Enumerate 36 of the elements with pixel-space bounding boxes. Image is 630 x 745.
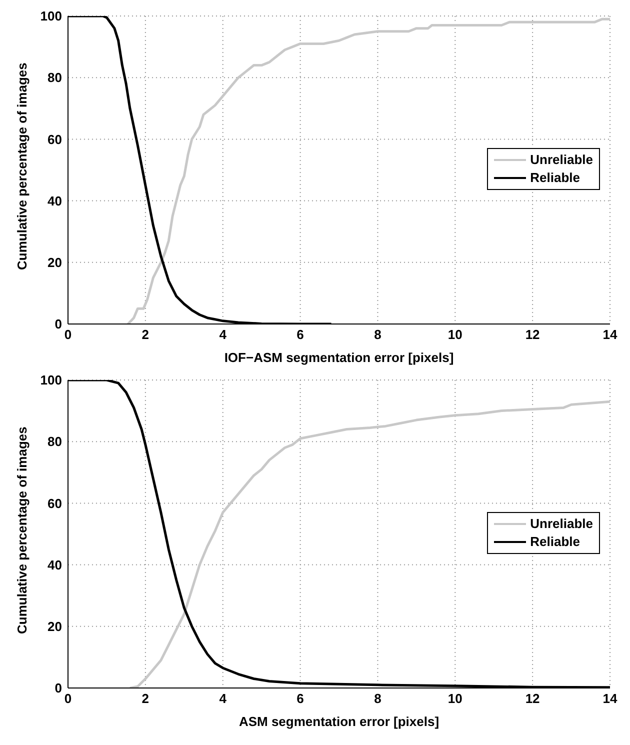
y-tick-label: 0 <box>54 680 62 696</box>
y-tick-label: 100 <box>40 372 62 388</box>
y-tick-label: 60 <box>48 132 62 147</box>
x-tick-label: 6 <box>296 691 304 706</box>
x-tick-label: 2 <box>142 691 150 706</box>
x-tick-label: 8 <box>374 691 382 706</box>
x-tick-label: 12 <box>525 691 540 706</box>
x-tick-label: 2 <box>142 327 150 342</box>
y-tick-label: 80 <box>48 70 62 86</box>
x-tick-label: 12 <box>525 327 540 342</box>
y-tick-label: 0 <box>54 316 62 332</box>
y-axis-title: Cumulative percentage of images <box>14 426 30 634</box>
x-tick-label: 10 <box>448 327 462 342</box>
y-tick-label: 40 <box>48 193 62 208</box>
x-tick-label: 6 <box>296 327 304 342</box>
x-tick-label: 14 <box>602 327 618 342</box>
y-axis-title: Cumulative percentage of images <box>14 62 30 270</box>
x-tick-label: 14 <box>602 691 618 706</box>
x-tick-label: 0 <box>64 691 72 706</box>
x-axis-title: ASM segmentation error [pixels] <box>238 714 440 729</box>
y-tick-label: 60 <box>48 496 62 511</box>
y-tick-label: 40 <box>48 557 62 572</box>
x-tick-label: 8 <box>374 327 382 342</box>
x-axis-title: IOF−ASM segmentation error [pixels] <box>224 350 454 365</box>
legend-label: Unreliable <box>530 515 593 533</box>
y-tick-label: 20 <box>48 619 62 634</box>
y-tick-label: 80 <box>48 434 62 450</box>
x-tick-label: 4 <box>219 327 228 342</box>
x-tick-label: 0 <box>64 327 72 342</box>
x-tick-label: 4 <box>219 691 228 706</box>
legend-label: Reliable <box>530 169 580 187</box>
y-tick-label: 20 <box>48 255 62 270</box>
y-tick-label: 100 <box>40 8 62 24</box>
legend-label: Unreliable <box>530 151 593 169</box>
x-tick-label: 10 <box>448 691 462 706</box>
legend-label: Reliable <box>530 533 580 551</box>
